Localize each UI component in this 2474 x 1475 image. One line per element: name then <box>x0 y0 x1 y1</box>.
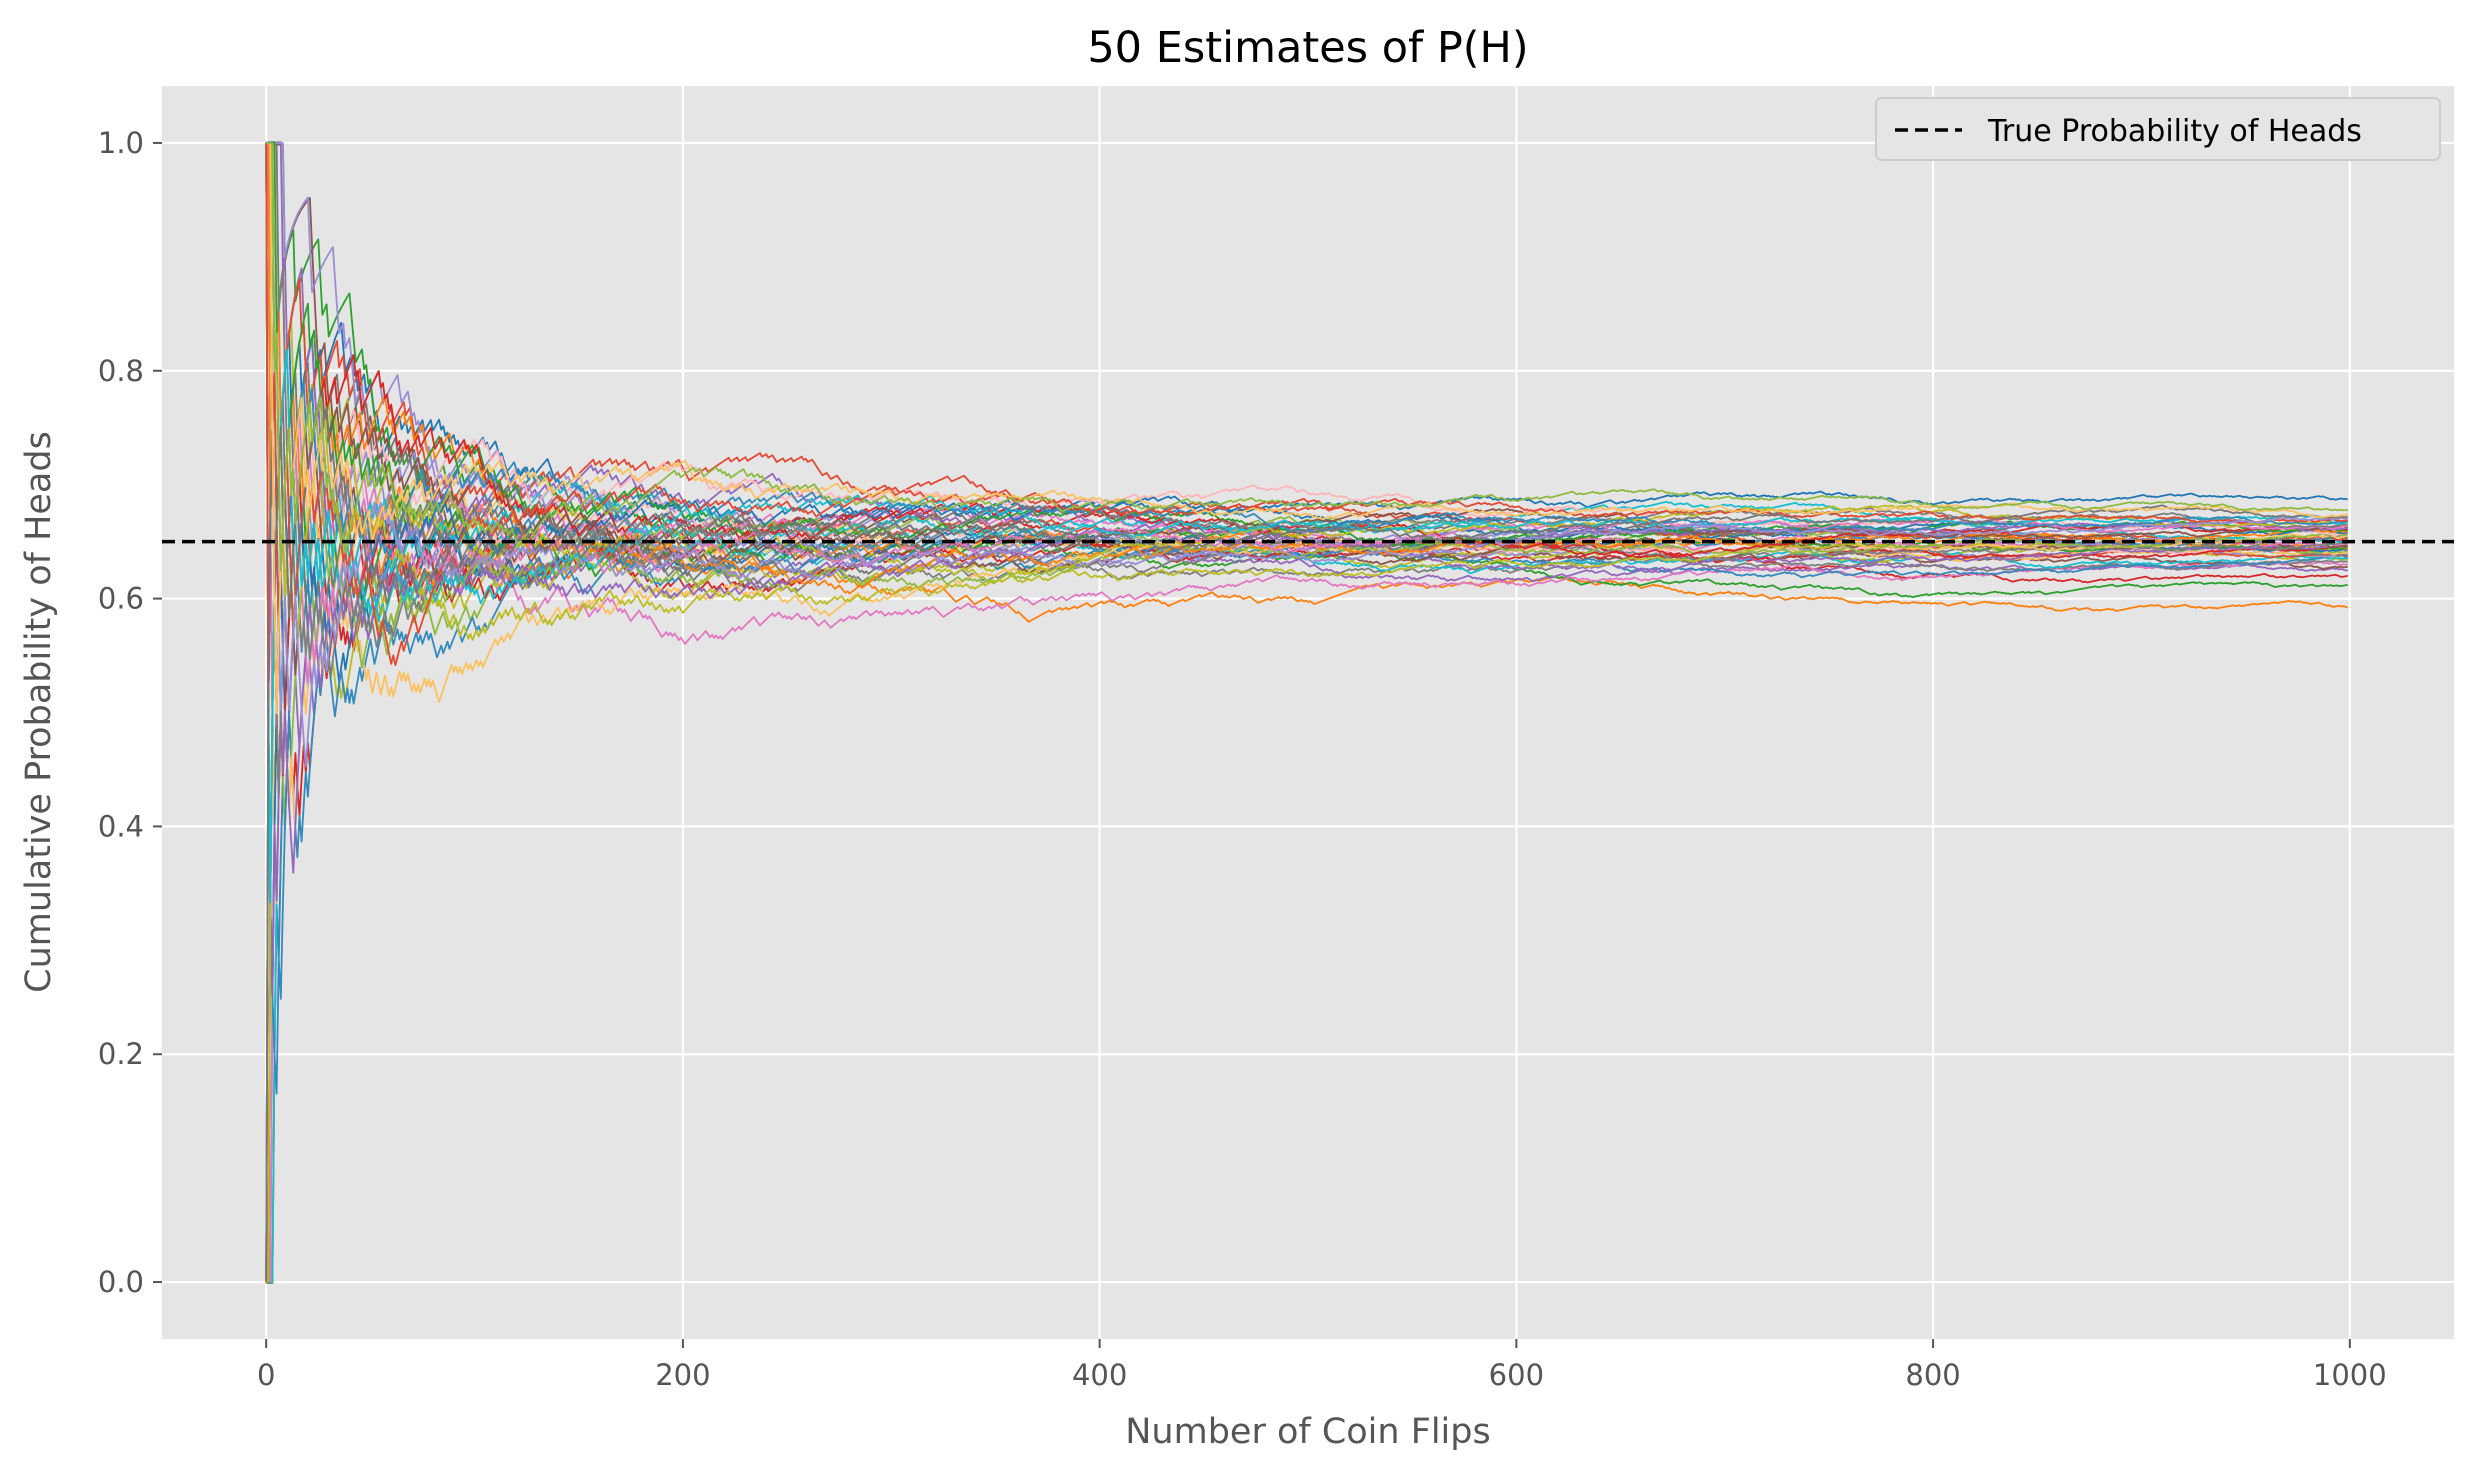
series-line <box>266 480 2348 1284</box>
grid-lines <box>162 86 2454 1339</box>
x-tick-label: 1000 <box>2313 1358 2387 1392</box>
series-line <box>266 142 2348 572</box>
y-tick-label: 1.0 <box>98 126 144 160</box>
x-tick-label: 400 <box>1072 1358 1127 1392</box>
series-line <box>265 142 2348 713</box>
y-axis-ticks: 0.0 0.2 0.4 0.6 0.8 1.0 <box>98 126 162 1299</box>
x-tick-label: 0 <box>257 1358 275 1392</box>
series-line <box>266 141 2349 768</box>
x-tick-label: 600 <box>1489 1358 1544 1392</box>
legend-box <box>1875 97 2441 161</box>
chart-title: 50 Estimates of P(H) <box>1087 23 1528 73</box>
y-tick-label: 0.6 <box>98 582 144 616</box>
legend: True Probability of Heads <box>1875 97 2441 161</box>
x-axis-ticks: 0 200 400 600 800 1000 <box>257 1339 2387 1392</box>
series-line <box>266 142 2348 715</box>
legend-label: True Probability of Heads <box>1987 114 2362 149</box>
x-axis-label: Number of Coin Flips <box>1125 1412 1491 1452</box>
series-line <box>266 415 2348 1283</box>
series-line <box>266 142 2348 573</box>
x-tick-label: 800 <box>1905 1358 1960 1392</box>
plot-area <box>162 86 2454 1339</box>
y-tick-label: 0.8 <box>98 354 144 388</box>
y-tick-label: 0.2 <box>98 1037 144 1071</box>
y-axis-label: Cumulative Probability of Heads <box>19 431 59 993</box>
x-tick-label: 200 <box>655 1358 710 1392</box>
y-tick-label: 0.0 <box>98 1265 144 1299</box>
series-line <box>265 142 2348 714</box>
y-tick-label: 0.4 <box>98 809 144 843</box>
series-line <box>265 393 2348 1282</box>
